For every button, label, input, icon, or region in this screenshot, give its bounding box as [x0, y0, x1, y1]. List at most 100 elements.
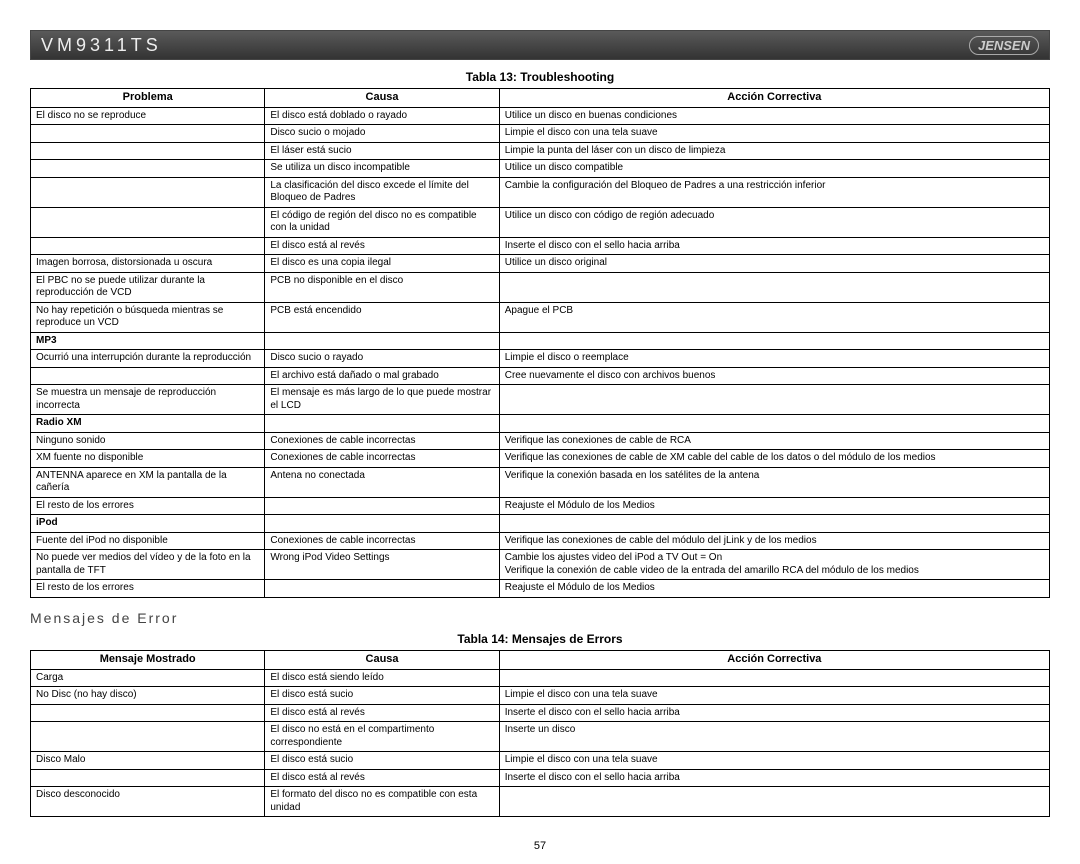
table-cell	[265, 580, 499, 598]
table-cell: El PBC no se puede utilizar durante la r…	[31, 272, 265, 302]
table-row: Imagen borrosa, distorsionada u oscuraEl…	[31, 255, 1050, 273]
table-row: Disco MaloEl disco está sucioLimpie el d…	[31, 752, 1050, 770]
table-cell: El láser está sucio	[265, 142, 499, 160]
table-cell: El código de región del disco no es comp…	[265, 207, 499, 237]
table-row: MP3	[31, 332, 1050, 350]
table-cell: Limpie el disco con una tela suave	[499, 687, 1049, 705]
table-cell: Limpie el disco con una tela suave	[499, 125, 1049, 143]
table-row: Ninguno sonidoConexiones de cable incorr…	[31, 432, 1050, 450]
table-cell: Utilice un disco en buenas condiciones	[499, 107, 1049, 125]
table-cell: Conexiones de cable incorrectas	[265, 450, 499, 468]
table-row: El archivo está dañado o mal grabadoCree…	[31, 367, 1050, 385]
table-cell: Disco sucio o rayado	[265, 350, 499, 368]
table-cell	[499, 385, 1049, 415]
col-causa2: Causa	[265, 650, 499, 669]
table-cell: Apague el PCB	[499, 302, 1049, 332]
table-row: El disco está al revésInserte el disco c…	[31, 237, 1050, 255]
table-cell: El disco está al revés	[265, 704, 499, 722]
table-cell	[499, 415, 1049, 433]
table-cell: Disco Malo	[31, 752, 265, 770]
table-row: No puede ver medios del vídeo y de la fo…	[31, 550, 1050, 580]
table-cell: Verifique las conexiones de cable de XM …	[499, 450, 1049, 468]
table-cell: El disco no está en el compartimento cor…	[265, 722, 499, 752]
table-cell: MP3	[31, 332, 265, 350]
table-cell: El archivo está dañado o mal grabado	[265, 367, 499, 385]
table-cell	[499, 272, 1049, 302]
table-cell: Reajuste el Módulo de los Medios	[499, 580, 1049, 598]
model-number: VM9311TS	[41, 35, 162, 56]
table13: Problema Causa Acción Correctiva El disc…	[30, 88, 1050, 598]
table-cell	[265, 497, 499, 515]
table-cell	[499, 787, 1049, 817]
table-cell	[265, 515, 499, 533]
table-row: Ocurrió una interrupción durante la repr…	[31, 350, 1050, 368]
table-row: El resto de los errores Reajuste el Módul…	[31, 497, 1050, 515]
table-cell	[499, 515, 1049, 533]
table-cell: Se muestra un mensaje de reproducción in…	[31, 385, 265, 415]
table-cell: La clasificación del disco excede el lím…	[265, 177, 499, 207]
table-cell	[31, 769, 265, 787]
table-cell: Cree nuevamente el disco con archivos bu…	[499, 367, 1049, 385]
table-row: El código de región del disco no es comp…	[31, 207, 1050, 237]
col-accion: Acción Correctiva	[499, 89, 1049, 108]
table-row: Radio XM	[31, 415, 1050, 433]
table-cell: El resto de los errores	[31, 497, 265, 515]
table-cell: Verifique las conexiones de cable de RCA	[499, 432, 1049, 450]
table14: Mensaje Mostrado Causa Acción Correctiva…	[30, 650, 1050, 817]
table-row: No hay repetición o búsqueda mientras se…	[31, 302, 1050, 332]
table-cell	[499, 332, 1049, 350]
table-row: El PBC no se puede utilizar durante la r…	[31, 272, 1050, 302]
table-cell: Se utiliza un disco incompatible	[265, 160, 499, 178]
table-row: El disco no se reproduceEl disco está do…	[31, 107, 1050, 125]
table-cell: Radio XM	[31, 415, 265, 433]
table-cell: Disco sucio o mojado	[265, 125, 499, 143]
table-cell: Fuente del iPod no disponible	[31, 532, 265, 550]
table-cell: No puede ver medios del vídeo y de la fo…	[31, 550, 265, 580]
table-row: XM fuente no disponibleConexiones de cab…	[31, 450, 1050, 468]
table-row: El disco está al revésInserte el disco c…	[31, 769, 1050, 787]
table-cell: El formato del disco no es compatible co…	[265, 787, 499, 817]
table-cell	[31, 207, 265, 237]
table-cell: Ocurrió una interrupción durante la repr…	[31, 350, 265, 368]
table-cell: Wrong iPod Video Settings	[265, 550, 499, 580]
col-mensaje: Mensaje Mostrado	[31, 650, 265, 669]
table-cell: iPod	[31, 515, 265, 533]
table-cell: Utilice un disco compatible	[499, 160, 1049, 178]
table-cell: El disco está doblado o rayado	[265, 107, 499, 125]
col-problema: Problema	[31, 89, 265, 108]
table-cell: Imagen borrosa, distorsionada u oscura	[31, 255, 265, 273]
table-row: Se utiliza un disco incompatibleUtilice …	[31, 160, 1050, 178]
table-row: Fuente del iPod no disponibleConexiones …	[31, 532, 1050, 550]
table-cell	[31, 125, 265, 143]
table-cell: Verifique las conexiones de cable del mó…	[499, 532, 1049, 550]
table-cell: Ninguno sonido	[31, 432, 265, 450]
table13-title: Tabla 13: Troubleshooting	[30, 70, 1050, 84]
table-row: Disco sucio o mojadoLimpie el disco con …	[31, 125, 1050, 143]
table-row: CargaEl disco está siendo leído	[31, 669, 1050, 687]
table-row: No Disc (no hay disco)El disco está suci…	[31, 687, 1050, 705]
table14-title: Tabla 14: Mensajes de Errors	[30, 632, 1050, 646]
col-causa: Causa	[265, 89, 499, 108]
table-cell: El mensaje es más largo de lo que puede …	[265, 385, 499, 415]
table-row: El disco no está en el compartimento cor…	[31, 722, 1050, 752]
table-row: iPod	[31, 515, 1050, 533]
table-cell: El disco está al revés	[265, 237, 499, 255]
content: Tabla 13: Troubleshooting Problema Causa…	[30, 70, 1050, 817]
table-header-row: Problema Causa Acción Correctiva	[31, 89, 1050, 108]
table-cell: Inserte el disco con el sello hacia arri…	[499, 237, 1049, 255]
table-cell: El disco no se reproduce	[31, 107, 265, 125]
table-cell: Conexiones de cable incorrectas	[265, 432, 499, 450]
brand-logo: JENSEN	[969, 36, 1039, 55]
table-cell: Inserte el disco con el sello hacia arri…	[499, 704, 1049, 722]
table-row: Disco desconocidoEl formato del disco no…	[31, 787, 1050, 817]
table-cell: No hay repetición o búsqueda mientras se…	[31, 302, 265, 332]
table-row: El disco está al revésInserte el disco c…	[31, 704, 1050, 722]
table-cell: PCB está encendido	[265, 302, 499, 332]
table-cell	[265, 332, 499, 350]
table-cell: Reajuste el Módulo de los Medios	[499, 497, 1049, 515]
table-cell: XM fuente no disponible	[31, 450, 265, 468]
table-cell	[31, 142, 265, 160]
table-cell	[31, 722, 265, 752]
table-cell: El disco está sucio	[265, 752, 499, 770]
table-cell: Inserte un disco	[499, 722, 1049, 752]
